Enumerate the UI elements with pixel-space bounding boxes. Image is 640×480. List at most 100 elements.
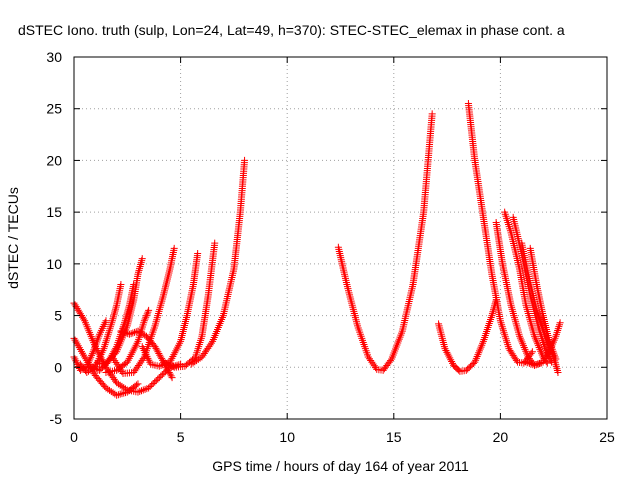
data-point-marker [137, 259, 145, 267]
x-tick-label: 15 [386, 429, 402, 445]
x-tick-label: 0 [70, 429, 78, 445]
data-point-marker [525, 359, 533, 367]
data-point-marker [88, 350, 96, 358]
data-point-marker [168, 374, 176, 382]
data-point-marker [528, 348, 536, 356]
data-point-marker [148, 381, 156, 389]
data-point-marker [145, 384, 153, 392]
data-point-marker [241, 156, 249, 164]
y-tick-label: 20 [46, 152, 62, 168]
data-series [464, 100, 536, 367]
data-point-marker [160, 369, 168, 377]
data-point-marker [531, 361, 539, 369]
data-point-marker [552, 363, 560, 371]
data-point-marker [118, 382, 126, 390]
data-point-marker [367, 356, 375, 364]
data-point-marker [369, 360, 377, 368]
data-point-marker [534, 360, 542, 368]
data-point-marker [386, 357, 394, 365]
data-point-marker [88, 351, 96, 359]
data-point-marker [80, 315, 88, 323]
data-point-marker [155, 362, 163, 370]
data-point-marker [554, 326, 562, 334]
data-point-marker [118, 390, 126, 398]
data-point-marker [149, 380, 157, 388]
data-point-marker [136, 387, 144, 395]
data-point-marker [158, 371, 166, 379]
data-point-marker [194, 250, 202, 258]
y-tick-label: 0 [54, 359, 62, 375]
data-point-marker [134, 268, 142, 276]
data-point-marker [109, 313, 117, 321]
data-point-marker [167, 372, 175, 380]
data-point-marker [524, 359, 532, 367]
data-point-marker [113, 379, 121, 387]
data-point-marker [144, 308, 152, 316]
data-point-marker [142, 313, 150, 321]
data-point-marker [117, 281, 125, 289]
data-point-marker [143, 310, 151, 318]
chart-title: dSTEC Iono. truth (sulp, Lon=24, Lat=49,… [18, 22, 565, 38]
data-point-marker [142, 312, 150, 320]
data-point-marker [74, 306, 82, 314]
data-point-marker [141, 385, 149, 393]
x-tick-label: 25 [599, 429, 615, 445]
data-point-marker [167, 362, 175, 370]
data-point-marker [122, 389, 130, 397]
data-point-marker [129, 329, 137, 337]
y-tick-label: 25 [46, 101, 62, 117]
data-point-marker [370, 362, 378, 370]
data-point-marker [87, 363, 95, 371]
data-point-marker [554, 325, 562, 333]
data-point-marker [160, 358, 168, 366]
data-point-marker [112, 303, 120, 311]
data-point-marker [89, 364, 97, 372]
data-point-marker [102, 317, 110, 325]
data-point-marker [104, 385, 112, 393]
data-point-marker [555, 321, 563, 329]
x-tick-label: 10 [279, 429, 295, 445]
data-point-marker [75, 308, 83, 316]
data-series [435, 296, 500, 375]
data-point-marker [161, 359, 169, 367]
data-point-marker [110, 311, 118, 319]
data-series [187, 156, 249, 368]
plot-frame [73, 56, 608, 420]
data-point-marker [107, 388, 115, 396]
data-point-marker [544, 349, 552, 357]
data-point-marker [187, 360, 195, 368]
data-point-marker [489, 308, 497, 316]
data-point-marker [553, 367, 561, 375]
data-point-marker [146, 382, 154, 390]
data-series [160, 239, 219, 371]
y-tick-label: 30 [46, 49, 62, 65]
data-point-marker [168, 362, 176, 370]
data-point-marker [135, 266, 143, 274]
data-point-marker [364, 353, 372, 361]
data-point-marker [154, 375, 162, 383]
data-point-marker [428, 110, 436, 118]
data-point-marker [112, 305, 120, 313]
data-point-marker [170, 244, 178, 252]
data-point-marker [189, 359, 197, 367]
data-point-marker [193, 357, 201, 365]
data-point-marker [120, 328, 128, 336]
data-point-marker [151, 378, 159, 386]
data-point-marker [134, 388, 142, 396]
data-point-marker [111, 307, 119, 315]
data-point-marker [141, 315, 149, 323]
data-point-marker [106, 386, 114, 394]
data-point-marker [114, 380, 122, 388]
data-point-marker [137, 261, 145, 269]
data-point-marker [127, 330, 135, 338]
data-point-marker [554, 368, 562, 376]
data-point-marker [196, 354, 204, 362]
y-tick-label: -5 [50, 411, 63, 427]
data-point-marker [207, 339, 215, 347]
data-point-marker [90, 365, 98, 373]
data-point-marker [139, 386, 147, 394]
data-series [76, 281, 125, 376]
axis-ticks: 0 5 10 15 20 25 -5 0 5 10 15 20 25 30 [46, 49, 615, 445]
data-point-marker [152, 377, 160, 385]
